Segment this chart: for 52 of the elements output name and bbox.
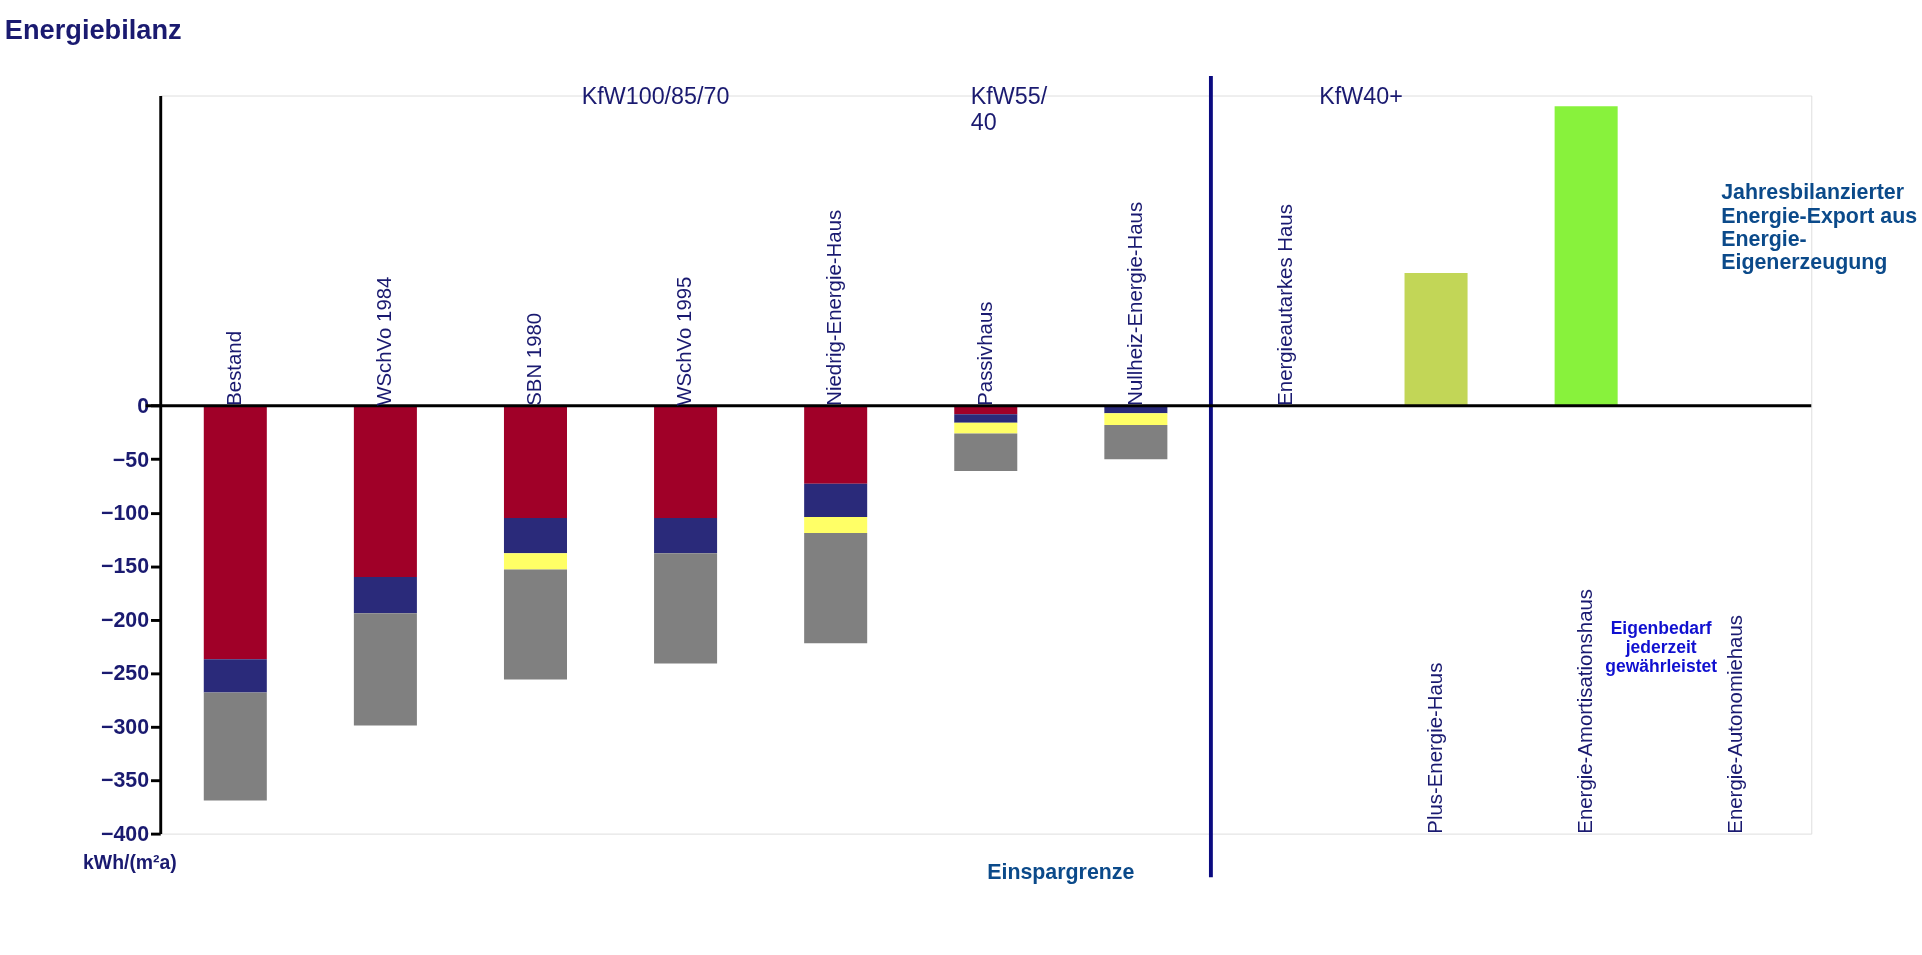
bar <box>353 405 417 577</box>
bar <box>1104 413 1168 425</box>
bar <box>1554 106 1618 406</box>
y-tick-label: −350 <box>100 768 150 793</box>
x-tick-label: WSchVo 1984 <box>373 276 396 406</box>
bar <box>353 613 417 726</box>
bar <box>804 517 868 534</box>
bar <box>804 533 868 644</box>
bar <box>203 659 267 693</box>
bar <box>1404 273 1468 406</box>
bar <box>353 576 417 614</box>
bar <box>203 405 267 660</box>
annotation: Eigenbedarf jederzeit gewährleistet <box>1605 617 1718 677</box>
y-tick-label: −50 <box>112 447 150 472</box>
y-axis-title: kWh/(m²a) <box>83 851 177 874</box>
bar <box>804 483 868 517</box>
bar <box>804 405 868 484</box>
y-tick-label: −250 <box>100 661 150 686</box>
x-tick-label: Niedrig-Energie-Haus <box>823 209 846 406</box>
y-tick-label: −100 <box>100 501 150 525</box>
annotation: KfW55/ 40 <box>970 83 1048 135</box>
x-tick-label: Nullheiz-Energie-Haus <box>1123 201 1146 406</box>
x-tick-label: Energieautarkes Haus <box>1273 204 1296 406</box>
bar <box>203 692 267 801</box>
bar <box>654 518 718 554</box>
bar <box>954 422 1018 434</box>
bar <box>503 553 567 570</box>
x-tick-label: Bestand <box>223 330 246 406</box>
y-tick-label: −400 <box>100 821 150 846</box>
bar <box>654 405 718 519</box>
bar <box>503 518 567 554</box>
y-tick-label: −200 <box>100 607 150 632</box>
bar <box>954 414 1018 423</box>
x-tick-label: Plus-Energie-Haus <box>1423 662 1446 834</box>
bar <box>1104 425 1168 460</box>
y-tick-label: −300 <box>100 714 150 739</box>
annotation: KfW100/85/70 <box>581 83 730 110</box>
bar <box>503 569 567 680</box>
x-tick-label: Passivhaus <box>973 301 996 406</box>
bar <box>654 553 718 664</box>
x-tick-label: WSchVo 1995 <box>673 276 696 406</box>
y-tick-label: 0 <box>137 394 150 419</box>
annotation: KfW40+ <box>1319 83 1403 110</box>
bar <box>954 433 1018 471</box>
bar <box>503 405 567 519</box>
x-tick-label: SBN 1980 <box>523 312 546 406</box>
x-tick-label: Energie-Autonomiehaus <box>1724 615 1747 834</box>
annotation: Jahresbilanzierter Energie-Export aus Energie- Eigenerzeugung <box>1721 180 1918 275</box>
y-tick-label: −150 <box>100 554 150 579</box>
chart-title: Energiebilanz <box>4 14 182 46</box>
text: Einspargrenze <box>987 860 1135 885</box>
x-tick-label: Energie-Amortisationshaus <box>1573 589 1596 834</box>
